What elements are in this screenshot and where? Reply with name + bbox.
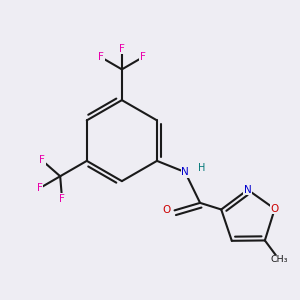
Text: H: H xyxy=(198,164,205,173)
Text: F: F xyxy=(140,52,146,62)
Text: N: N xyxy=(181,167,189,177)
Text: O: O xyxy=(162,206,170,215)
Text: F: F xyxy=(59,194,65,204)
Text: F: F xyxy=(39,155,45,166)
Text: CH₃: CH₃ xyxy=(271,256,288,265)
Text: N: N xyxy=(244,185,252,195)
Text: O: O xyxy=(271,204,279,214)
Text: F: F xyxy=(37,183,43,193)
Text: F: F xyxy=(98,52,104,62)
Text: F: F xyxy=(119,44,125,54)
